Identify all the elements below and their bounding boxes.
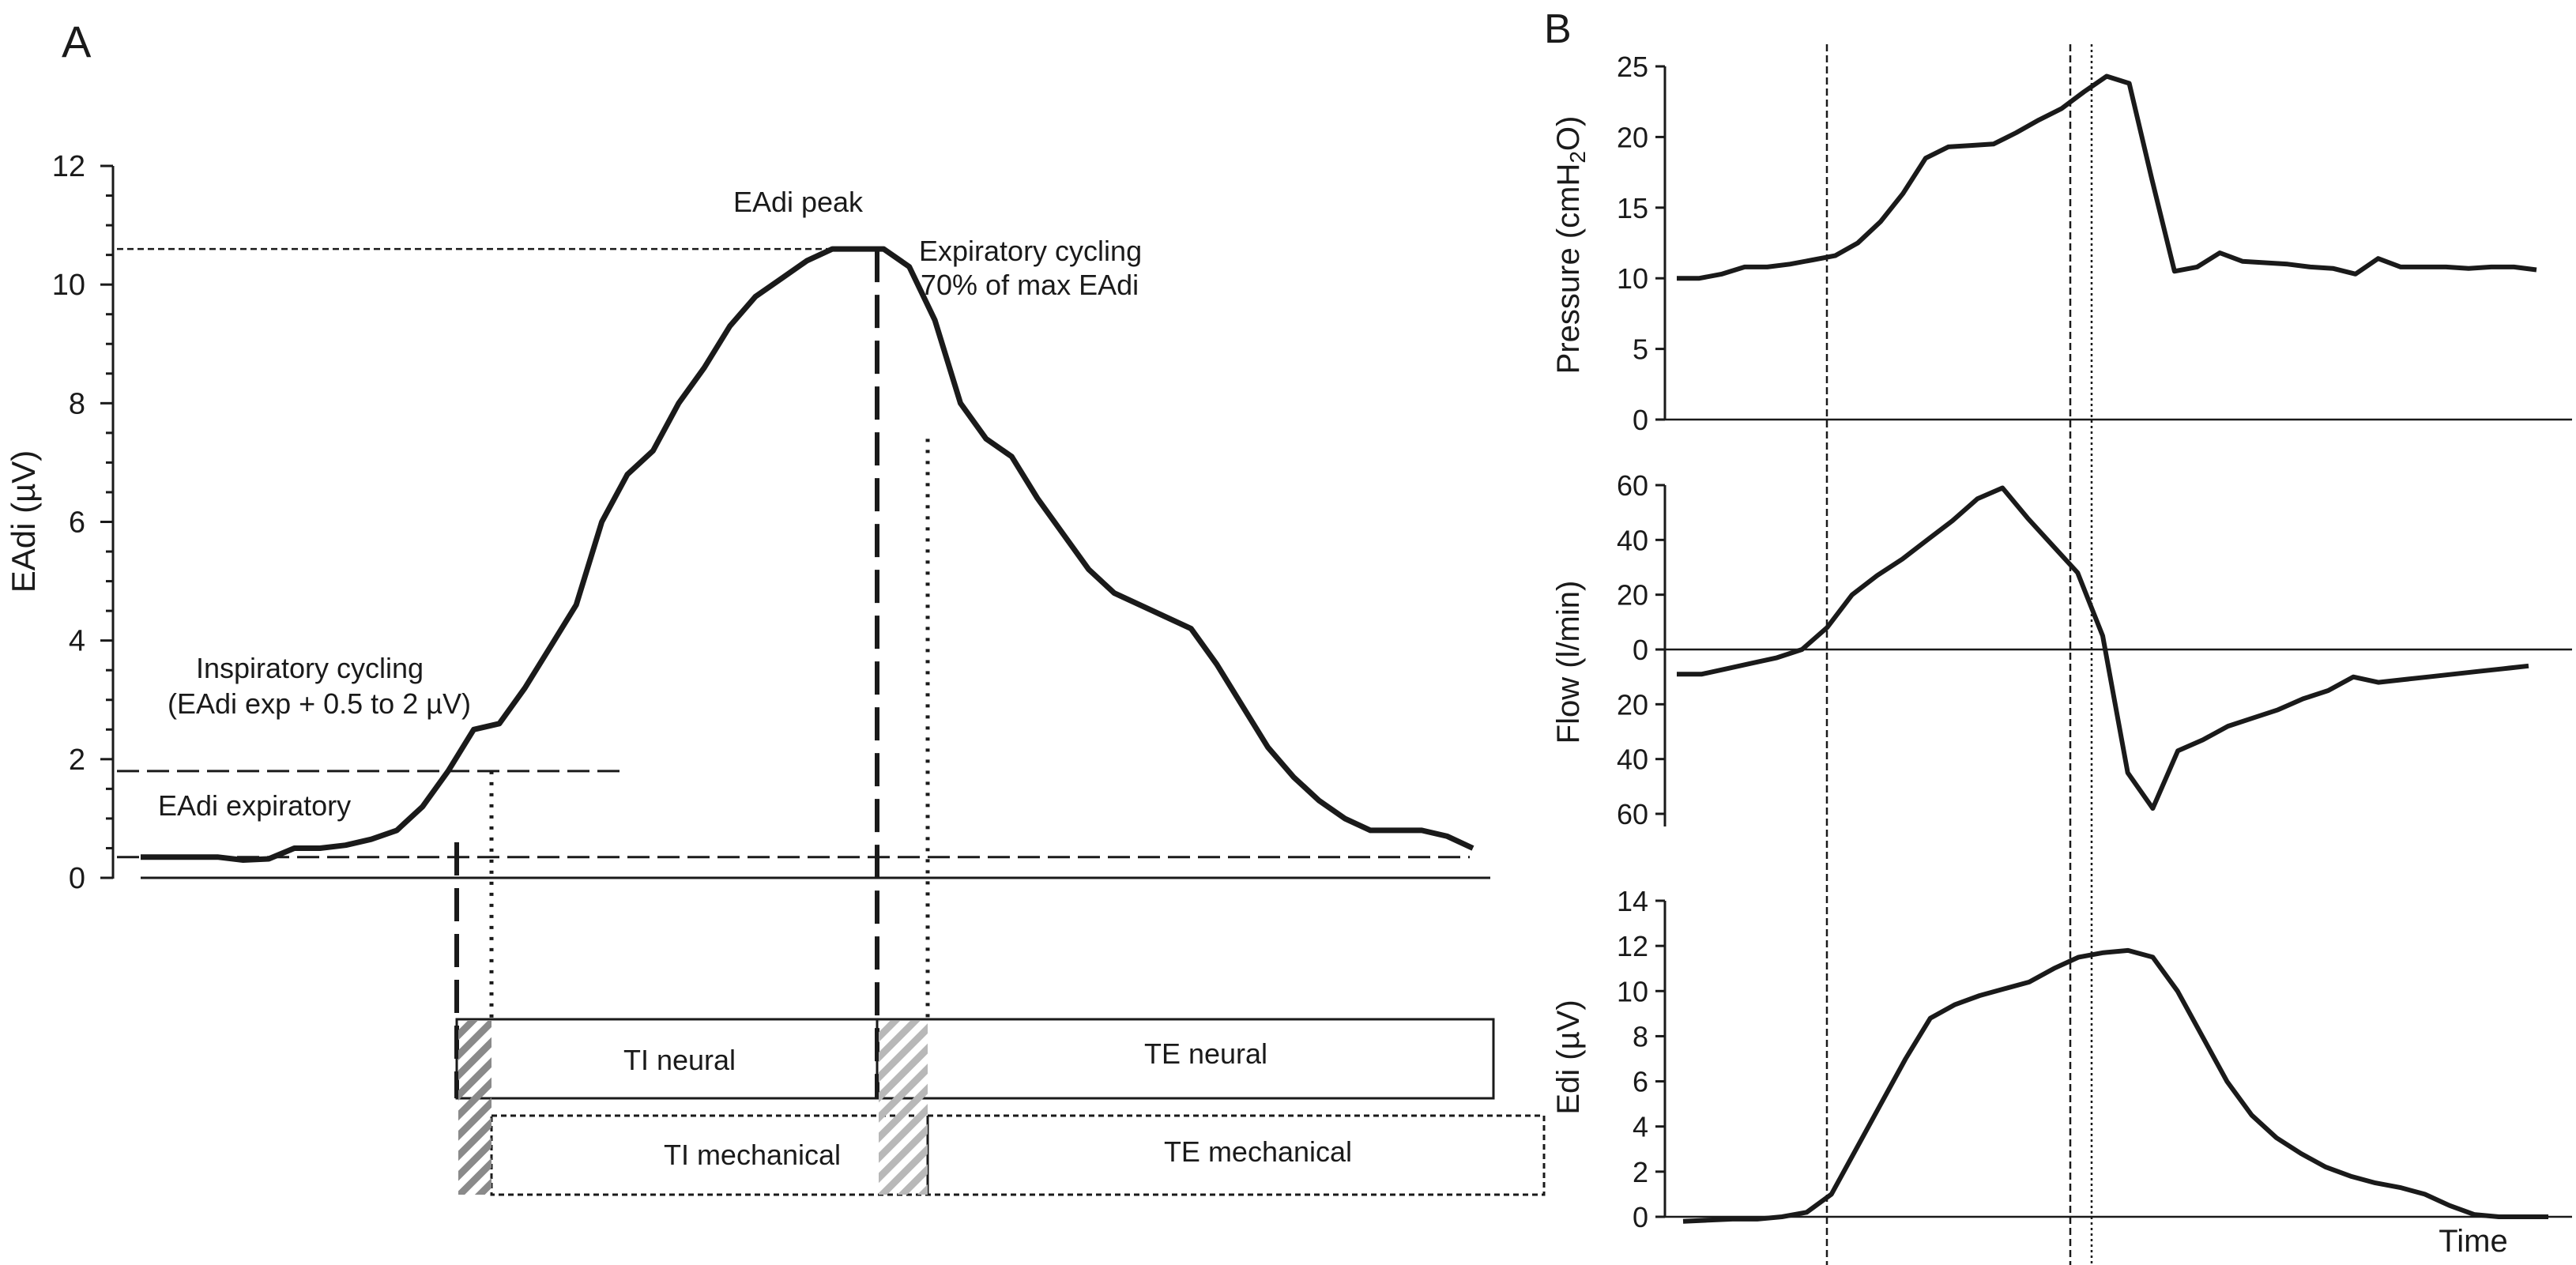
pressure-y-tick-label: 15	[1617, 192, 1648, 224]
edi-y-tick-label: 2	[1633, 1156, 1648, 1188]
panel-a-y-tick-label: 4	[69, 625, 85, 658]
pressure-y-tick-label: 10	[1617, 262, 1648, 295]
flow-y-tick-label: 20	[1617, 579, 1648, 612]
ti-neural-box	[455, 1018, 1495, 1100]
panel-a-y-tick-label: 12	[52, 150, 85, 183]
ti-neural-label: TI neural	[623, 1044, 736, 1076]
edi-ylabel: Edi (µV)	[1551, 1000, 1586, 1114]
flow-y-tick-label: 40	[1617, 744, 1648, 776]
flow-subplot: Flow (l/min) 60 40 20 0 20 40 60	[1551, 469, 2572, 830]
pressure-curve	[1677, 73, 2537, 281]
panel-a-y-tick-label: 0	[69, 862, 85, 895]
flow-y-axis: 60 40 20 0 20 40 60	[1617, 469, 2572, 830]
panel-a-y-tick-label: 6	[69, 506, 85, 540]
panel-a-label: A	[62, 17, 92, 66]
annotation-inspiratory-cycling-threshold: (EAdi exp + 0.5 to 2 µV)	[168, 687, 471, 720]
annotation-eadi-expiratory: EAdi expiratory	[158, 789, 351, 822]
edi-y-tick-label: 4	[1633, 1111, 1648, 1143]
panel-a-y-tick-label: 10	[52, 269, 85, 302]
panel-a-y-tick-label: 8	[69, 387, 85, 420]
flow-y-tick-label: 60	[1617, 798, 1648, 830]
flow-y-tick-label: 60	[1617, 469, 1648, 502]
annotation-expiratory-cycling: Expiratory cycling	[919, 235, 1142, 267]
panel-a-y-tick-label: 2	[69, 744, 85, 777]
edi-subplot: Edi (µV) 0 2 4 6 8 10 12 14 Time	[1551, 885, 2572, 1259]
edi-y-tick-label: 8	[1633, 1020, 1648, 1052]
panel-b-label: B	[1544, 6, 1572, 52]
edi-y-tick-label: 0	[1633, 1201, 1648, 1233]
time-xlabel: Time	[2439, 1224, 2507, 1259]
edi-y-tick-label: 12	[1617, 930, 1648, 962]
panel-a-ylabel: EAdi (µV)	[5, 450, 42, 593]
flow-ylabel: Flow (l/min)	[1551, 581, 1586, 744]
pressure-y-tick-label: 0	[1633, 404, 1648, 436]
flow-y-tick-label: 40	[1617, 524, 1648, 556]
annotation-inspiratory-cycling: Inspiratory cycling	[196, 652, 424, 684]
edi-curve	[1682, 947, 2548, 1224]
ti-mechanical-label: TI mechanical	[664, 1139, 841, 1171]
flow-y-tick-label: 0	[1633, 634, 1648, 666]
pressure-y-tick-label: 5	[1633, 333, 1648, 366]
panel-a-reference-lines	[117, 247, 1470, 1098]
panel-a-y-axis: 0 2 4 6 8 10 12	[52, 150, 1490, 895]
eadi-curve	[141, 246, 1474, 863]
hatch-inspiratory-trigger-delay	[458, 1021, 491, 1195]
edi-y-tick-label: 10	[1617, 975, 1648, 1007]
pressure-y-axis: 0 5 10 15 20 25	[1617, 51, 2572, 436]
pressure-y-tick-label: 25	[1617, 51, 1648, 83]
hatch-expiratory-cycling-delay	[879, 1021, 928, 1195]
pressure-subplot: Pressure (cmH2O) 0 5 10 15 20 25	[1551, 51, 2572, 436]
phase-boxes: TI neural TE neural TI mechanical TE mec…	[455, 1018, 1546, 1196]
edi-y-tick-label: 6	[1633, 1066, 1648, 1098]
annotation-eadi-peak: EAdi peak	[733, 186, 864, 218]
flow-curve	[1677, 485, 2529, 811]
edi-y-axis: 0 2 4 6 8 10 12 14	[1617, 885, 2572, 1233]
annotation-expiratory-cycling-threshold: 70% of max EAdi	[921, 269, 1139, 301]
te-mechanical-label: TE mechanical	[1164, 1135, 1352, 1168]
edi-y-tick-label: 14	[1617, 885, 1648, 917]
flow-y-tick-label: 20	[1617, 688, 1648, 721]
pressure-y-tick-label: 20	[1617, 121, 1648, 153]
panel-a: A EAdi (µV) 0 2 4 6 8 10 12 EAdi peak Expirato…	[5, 17, 1546, 1196]
ti-mechanical-box	[490, 1114, 1546, 1196]
te-neural-label: TE neural	[1144, 1037, 1267, 1070]
pressure-ylabel: Pressure (cmH2O)	[1551, 116, 1590, 375]
